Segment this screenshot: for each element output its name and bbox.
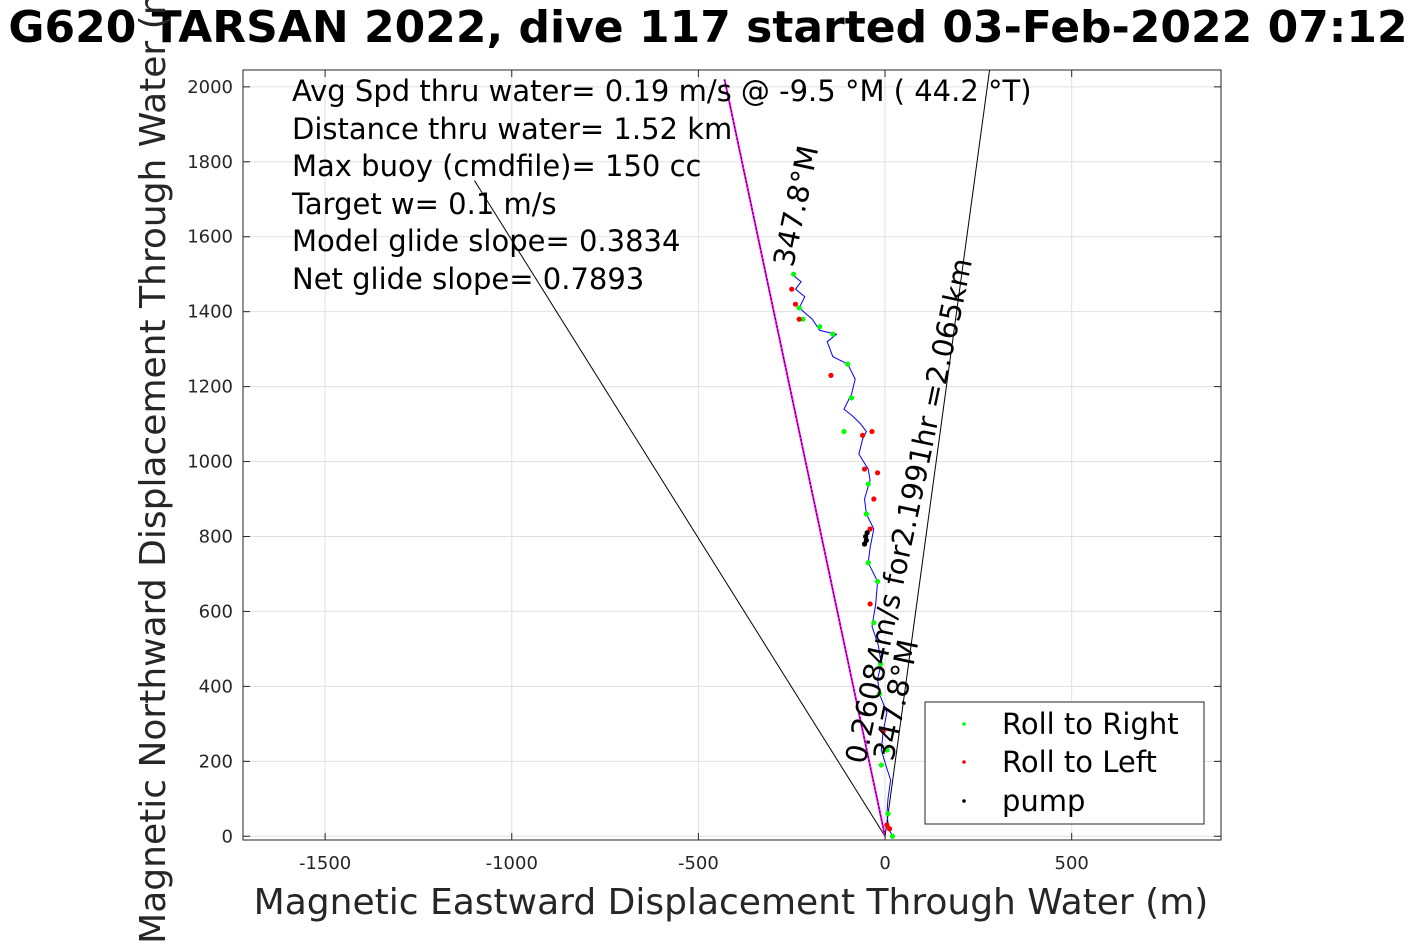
roll-to-right-point [817, 324, 823, 330]
roll-to-right-point [800, 316, 806, 322]
y-tick-label: 600 [199, 601, 233, 622]
y-tick-label: 2000 [187, 77, 233, 98]
roll-to-right-point [790, 271, 797, 277]
y-tick-label: 800 [199, 526, 233, 547]
grid [243, 70, 1221, 840]
roll-to-left-point [884, 822, 890, 828]
roll-points [789, 271, 896, 839]
roll-to-left-point [867, 601, 873, 607]
cone-line [474, 180, 886, 837]
x-axis-label: Magnetic Eastward Displacement Through W… [254, 882, 1209, 923]
legend-marker-roll-right [962, 722, 966, 726]
roll-to-right-point [885, 811, 891, 817]
legend: Roll to Right Roll to Left pump [924, 701, 1205, 825]
stats-annotations: Avg Spd thru water= 0.19 m/s @ -9.5 °M (… [291, 74, 1032, 296]
y-tick-label: 1400 [187, 302, 233, 323]
plot-frame [242, 69, 1222, 841]
roll-to-left-point [828, 372, 834, 378]
annotation-avg-speed: Avg Spd thru water= 0.19 m/s @ -9.5 °M (… [292, 74, 1032, 108]
roll-to-right-point [889, 833, 896, 839]
roll-to-left-point [886, 826, 893, 832]
legend-label-pump: pump [1002, 784, 1085, 818]
roll-to-right-point [874, 578, 881, 585]
roll-to-right-point [796, 305, 802, 311]
y-tick-label: 1800 [187, 152, 233, 173]
legend-marker-roll-left [962, 760, 966, 764]
y-tick-label: 400 [199, 676, 233, 697]
x-tick-label: 0 [879, 853, 890, 874]
roll-to-right-point [878, 762, 884, 768]
roll-to-left-point [871, 496, 877, 502]
roll-to-right-point [876, 691, 883, 697]
x-tick-label: -1500 [299, 853, 351, 874]
roll-to-right-point [863, 511, 869, 517]
y-tick-label: 1200 [187, 377, 233, 398]
x-tick-label: -1000 [486, 853, 538, 874]
roll-to-right-point [877, 661, 884, 667]
roll-to-right-point [865, 560, 871, 566]
y-tick-label: 0 [222, 826, 233, 847]
annotation-model-glide: Model glide slope= 0.3834 [292, 224, 680, 258]
y-axis-label: Magnetic Northward Displacement Through … [133, 0, 174, 944]
roll-to-right-point [884, 747, 890, 753]
annotation-max-buoy: Max buoy (cmdfile)= 150 cc [292, 149, 701, 183]
roll-to-left-point [792, 301, 799, 307]
annotation-net-glide: Net glide slope= 0.7893 [292, 262, 644, 296]
roll-to-left-point [869, 428, 875, 435]
roll-to-right-point [830, 331, 836, 337]
heading-line-overlay [724, 79, 886, 837]
roll-to-right-point [865, 481, 871, 487]
y-tick-label: 1600 [187, 227, 233, 248]
cone-line [884, 69, 991, 837]
x-tick-label: -500 [678, 853, 719, 874]
legend-box [924, 701, 1205, 825]
legend-label-roll-right: Roll to Right [1002, 707, 1179, 741]
roll-to-right-point [845, 361, 851, 367]
annotation-distance: Distance thru water= 1.52 km [292, 112, 732, 146]
roll-to-right-point [841, 428, 847, 435]
annotation-target-w: Target w= 0.1 m/s [291, 187, 557, 221]
roll-to-left-point [789, 286, 795, 292]
roll-to-left-point [861, 466, 868, 472]
roll-to-left-point [867, 526, 873, 532]
roll-to-left-point [796, 316, 802, 322]
roll-to-left-point [880, 728, 886, 734]
y-tick-label: 200 [199, 751, 233, 772]
roll-to-left-point [860, 432, 866, 438]
pump-point [864, 530, 870, 536]
roll-to-left-point [874, 470, 881, 476]
y-tick-label: 1000 [187, 452, 233, 473]
legend-label-roll-left: Roll to Left [1002, 745, 1157, 779]
ticks: -1500 -1000 -500 0 500 0 200 400 600 800 1000 1200 1… [187, 70, 1221, 874]
cone-lines [474, 69, 991, 837]
chart-title: G620 TARSAN 2022, dive 117 started 03-Fe… [8, 2, 1408, 53]
roll-to-right-point [871, 620, 877, 626]
x-tick-label: 500 [1055, 853, 1089, 874]
legend-marker-pump [962, 799, 966, 803]
roll-to-right-point [848, 395, 855, 401]
